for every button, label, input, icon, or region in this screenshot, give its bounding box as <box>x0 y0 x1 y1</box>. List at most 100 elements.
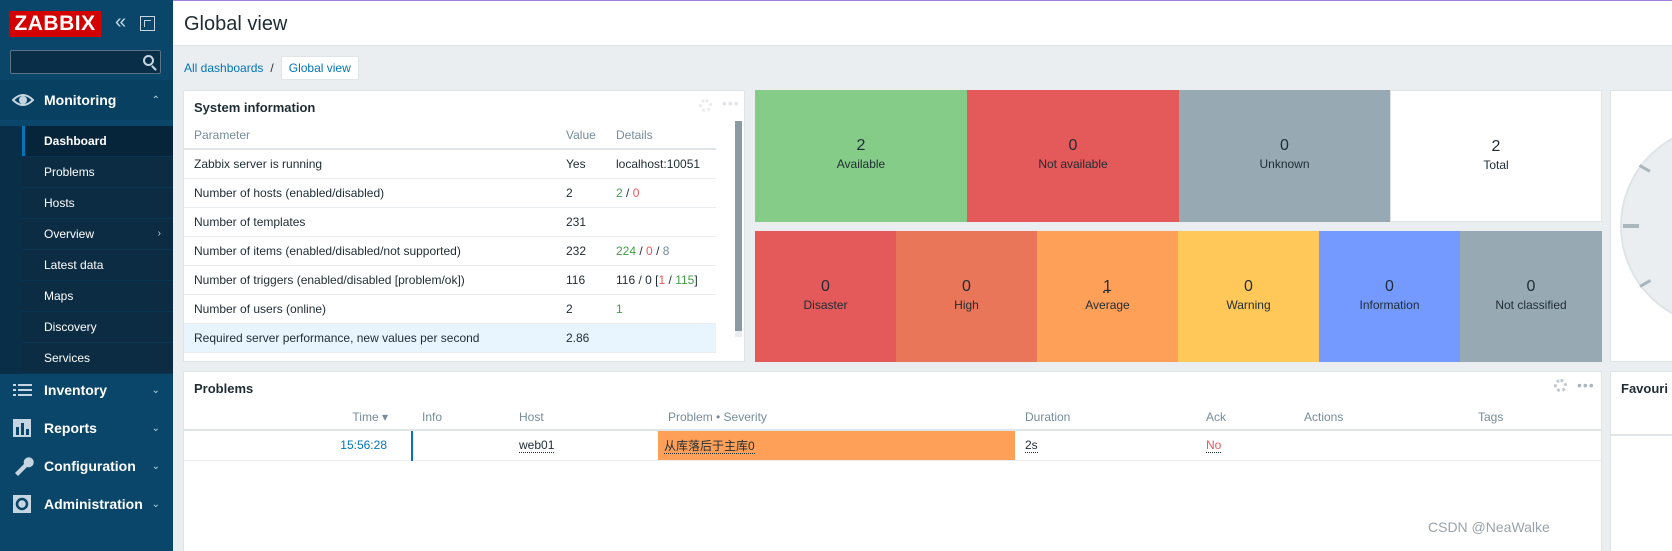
problems-widget: Problems ••• Time ▾ Info Host Problem • … <box>183 371 1602 551</box>
submenu-item-latest-data[interactable]: Latest data <box>22 250 173 281</box>
param-cell: Number of templates <box>184 207 556 236</box>
details-cell: 116 / 0 [1 / 115] <box>606 265 716 294</box>
tile-count: 0 <box>1319 278 1460 296</box>
breadcrumb-current[interactable]: Global view <box>281 56 359 80</box>
problem-time-link[interactable]: 15:56:28 <box>184 430 412 460</box>
tile-count: 1 <box>1037 278 1178 296</box>
problems-table: Time ▾ Info Host Problem • Severity Dura… <box>184 404 1602 461</box>
column-info: Info <box>412 404 509 430</box>
collapse-sidebar-icon[interactable]: « <box>115 14 133 32</box>
scrollbar-thumb[interactable] <box>735 121 742 331</box>
submenu-item-problems[interactable]: Problems <box>22 157 173 188</box>
details-separator: / <box>636 244 646 258</box>
problem-severity-cell: 从库落后于主库0 <box>658 430 1015 460</box>
submenu-item-hosts[interactable]: Hosts <box>22 188 173 219</box>
submenu-item-overview[interactable]: Overview › <box>22 219 173 250</box>
column-host: Host <box>509 404 658 430</box>
sidebar-search-input[interactable] <box>10 50 161 74</box>
gear-icon[interactable] <box>1554 379 1567 392</box>
menu-administration-label: Administration <box>44 496 143 512</box>
scrollbar[interactable] <box>735 121 742 337</box>
problem-duration-cell: 2s <box>1015 430 1196 460</box>
chevron-up-icon: ⌃ <box>152 95 160 106</box>
problem-host-cell: web01 <box>509 430 658 460</box>
watermark: CSDN @NeaWalke <box>1428 519 1550 535</box>
more-options-icon[interactable]: ••• <box>722 99 740 107</box>
submenu-item-dashboard[interactable]: Dashboard <box>22 126 173 157</box>
cog-box-icon <box>12 494 34 514</box>
column-actions: Actions <box>1294 404 1468 430</box>
ok-count: 115 <box>675 273 694 287</box>
tile-not-classified[interactable]: 0 Not classified <box>1460 231 1602 362</box>
tile-average[interactable]: 1 Average <box>1037 231 1178 362</box>
tile-label: Warning <box>1178 298 1319 312</box>
tile-available[interactable]: 2 Available <box>755 90 967 222</box>
details-cell: localhost:10051 <box>606 149 716 178</box>
column-duration: Duration <box>1015 404 1196 430</box>
submenu-label: Discovery <box>44 320 97 334</box>
submenu-label: Latest data <box>44 258 103 272</box>
breadcrumb-all-dashboards[interactable]: All dashboards <box>184 61 263 75</box>
tile-warning[interactable]: 0 Warning <box>1178 231 1319 362</box>
details-cell: 224 / 0 / 8 <box>606 236 716 265</box>
tile-total[interactable]: 2 Total <box>1390 90 1602 222</box>
tile-not-available[interactable]: 0 Not available <box>967 90 1179 222</box>
duration-link[interactable]: 2s <box>1025 438 1038 453</box>
wrench-icon <box>12 456 34 476</box>
zabbix-logo[interactable]: ZABBIX <box>9 11 101 37</box>
value-cell: 232 <box>556 236 606 265</box>
tile-label: High <box>896 298 1037 312</box>
enabled-count: 2 <box>616 186 623 200</box>
problem-actions-cell <box>1294 430 1468 460</box>
menu-inventory-label: Inventory <box>44 382 107 398</box>
ack-link[interactable]: No <box>1206 438 1221 453</box>
tile-label: Not available <box>967 157 1179 171</box>
column-tags: Tags <box>1468 404 1602 430</box>
menu-monitoring[interactable]: Monitoring ⌃ <box>0 80 173 120</box>
tile-unknown[interactable]: 0 Unknown <box>1179 90 1390 222</box>
column-time[interactable]: Time ▾ <box>184 404 412 430</box>
value-cell: 2 <box>556 294 606 323</box>
kiosk-mode-icon[interactable] <box>140 16 155 31</box>
menu-inventory[interactable]: Inventory ⌄ <box>0 370 173 410</box>
details-prefix: 116 / 0 [ <box>616 273 658 287</box>
column-problem-severity: Problem • Severity <box>658 404 1015 430</box>
submenu-item-maps[interactable]: Maps <box>22 281 173 312</box>
online-count: 1 <box>616 302 623 316</box>
breadcrumb-separator: / <box>270 61 273 75</box>
tile-high[interactable]: 0 High <box>896 231 1037 362</box>
favourites-widget: Favouri <box>1610 371 1672 551</box>
tile-disaster[interactable]: 0 Disaster <box>755 231 896 362</box>
search-icon[interactable] <box>143 55 154 66</box>
widget-title: Favouri <box>1621 381 1668 396</box>
submenu-label: Services <box>44 351 90 365</box>
disabled-count: 0 <box>633 186 640 200</box>
table-row: 15:56:28 web01 从库落后于主库0 2s No <box>184 430 1602 460</box>
tile-information[interactable]: 0 Information <box>1319 231 1460 362</box>
widget-title: Problems <box>194 381 253 396</box>
more-options-icon[interactable]: ••• <box>1577 381 1595 389</box>
problem-tags-cell <box>1468 430 1602 460</box>
param-cell: Number of hosts (enabled/disabled) <box>184 178 556 207</box>
menu-configuration-label: Configuration <box>44 458 136 474</box>
chevron-down-icon: ⌄ <box>152 461 160 472</box>
column-header: Value <box>556 121 606 149</box>
menu-configuration[interactable]: Configuration ⌄ <box>0 446 173 486</box>
tile-count: 0 <box>1179 137 1390 155</box>
menu-administration[interactable]: Administration ⌄ <box>0 484 173 524</box>
enabled-count: 224 <box>616 244 636 258</box>
tile-count: 0 <box>967 137 1179 155</box>
table-row: Required server performance, new values … <box>184 323 716 352</box>
details-cell: 1 <box>606 294 716 323</box>
submenu-item-discovery[interactable]: Discovery <box>22 312 173 343</box>
value-cell: 231 <box>556 207 606 236</box>
submenu-rail <box>0 126 22 374</box>
param-cell: Zabbix server is running <box>184 149 556 178</box>
value-cell: 116 <box>556 265 606 294</box>
host-link[interactable]: web01 <box>519 438 554 453</box>
problem-link[interactable]: 从库落后于主库0 <box>664 439 755 454</box>
sidebar: ZABBIX « Monitoring ⌃ Dashboard Problems… <box>0 0 173 551</box>
gear-icon[interactable] <box>699 99 712 112</box>
tile-label: Total <box>1391 158 1601 172</box>
menu-reports[interactable]: Reports ⌄ <box>0 408 173 448</box>
